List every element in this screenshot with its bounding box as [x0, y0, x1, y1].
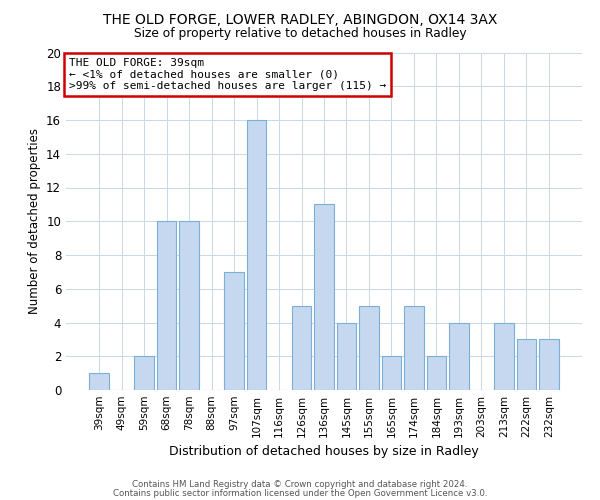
Bar	[494, 322, 514, 390]
Text: THE OLD FORGE, LOWER RADLEY, ABINGDON, OX14 3AX: THE OLD FORGE, LOWER RADLEY, ABINGDON, O…	[103, 12, 497, 26]
Text: Contains public sector information licensed under the Open Government Licence v3: Contains public sector information licen…	[113, 488, 487, 498]
Bar	[224, 272, 244, 390]
Bar	[539, 340, 559, 390]
Bar	[337, 322, 356, 390]
Bar	[134, 356, 154, 390]
Bar	[382, 356, 401, 390]
Text: THE OLD FORGE: 39sqm
← <1% of detached houses are smaller (0)
>99% of semi-detac: THE OLD FORGE: 39sqm ← <1% of detached h…	[68, 58, 386, 91]
Bar	[314, 204, 334, 390]
Bar	[359, 306, 379, 390]
Bar	[179, 221, 199, 390]
X-axis label: Distribution of detached houses by size in Radley: Distribution of detached houses by size …	[169, 446, 479, 458]
Bar	[292, 306, 311, 390]
Y-axis label: Number of detached properties: Number of detached properties	[28, 128, 41, 314]
Bar	[427, 356, 446, 390]
Bar	[449, 322, 469, 390]
Bar	[247, 120, 266, 390]
Bar	[89, 373, 109, 390]
Text: Contains HM Land Registry data © Crown copyright and database right 2024.: Contains HM Land Registry data © Crown c…	[132, 480, 468, 489]
Bar	[404, 306, 424, 390]
Bar	[157, 221, 176, 390]
Text: Size of property relative to detached houses in Radley: Size of property relative to detached ho…	[134, 28, 466, 40]
Bar	[517, 340, 536, 390]
